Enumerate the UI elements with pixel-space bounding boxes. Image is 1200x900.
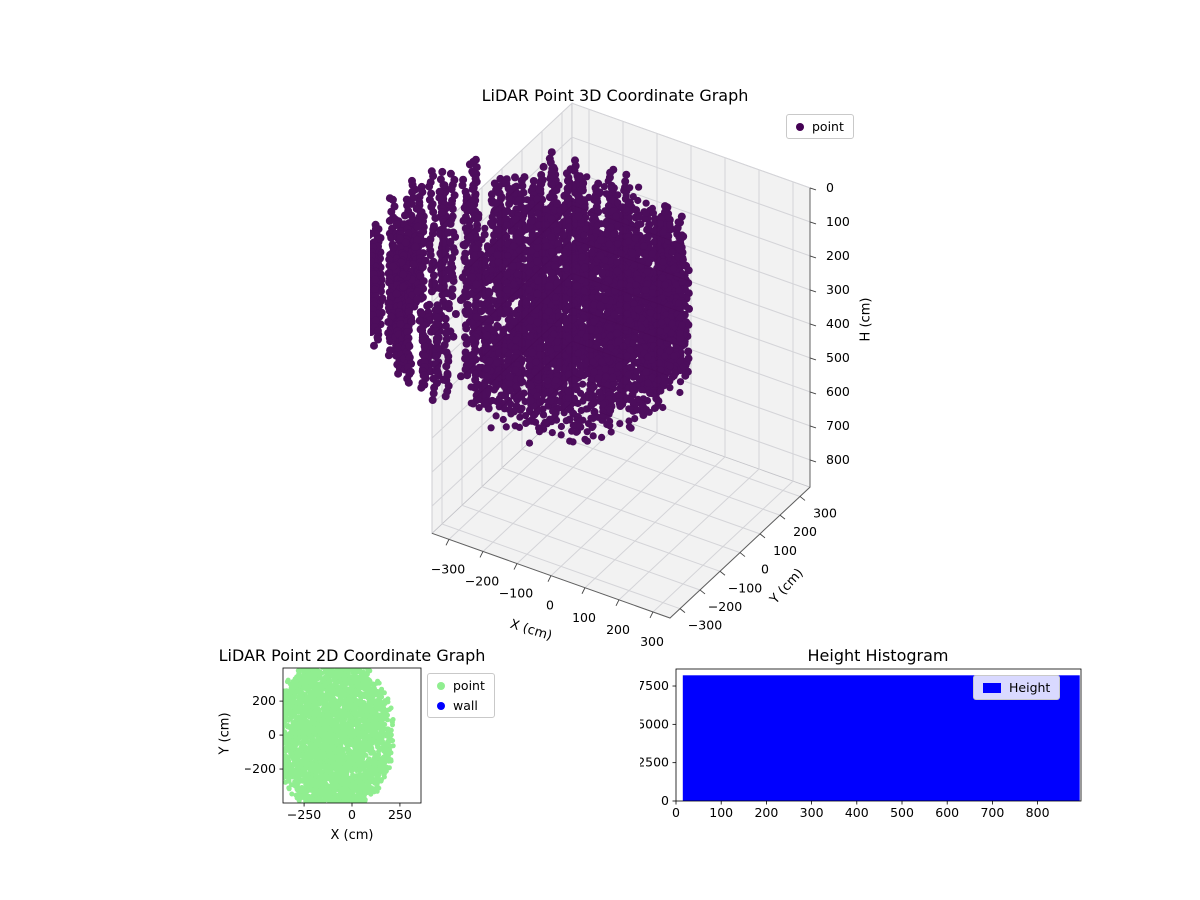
svg-text:200: 200 — [826, 248, 850, 263]
plot2d-legend: point wall — [427, 673, 495, 718]
legend-entry-point: point — [796, 119, 844, 134]
svg-text:−200: −200 — [465, 573, 499, 588]
histogram-title: Height Histogram — [807, 646, 949, 665]
svg-text:500: 500 — [826, 350, 850, 365]
legend-entry-wall: wall — [437, 698, 485, 713]
svg-text:100: 100 — [572, 610, 596, 625]
plot3d-ticks — [445, 187, 817, 619]
histogram-ticks — [672, 685, 1039, 805]
svg-text:−300: −300 — [431, 561, 465, 576]
point-marker-icon — [796, 122, 804, 131]
svg-text:800: 800 — [826, 452, 850, 467]
legend-entry-label: wall — [453, 698, 478, 713]
histogram-spines — [675, 668, 1082, 802]
svg-text:600: 600 — [826, 384, 850, 399]
svg-text:0: 0 — [546, 598, 554, 613]
plot3d-legend: point — [786, 114, 854, 139]
wall-marker-icon — [437, 701, 445, 710]
svg-text:700: 700 — [826, 418, 850, 433]
svg-text:−300: −300 — [688, 618, 722, 633]
plot2d-ticks — [279, 700, 401, 807]
plot2d-yaxis-label: Y (cm) — [217, 712, 233, 755]
legend-entry-label: Height — [1009, 680, 1051, 695]
legend-entry-point: point — [437, 678, 485, 693]
legend-entry-height: Height — [983, 680, 1050, 695]
svg-text:0: 0 — [761, 562, 769, 577]
plot3d-zaxis-label: H (cm) — [858, 297, 874, 342]
svg-text:300: 300 — [640, 634, 664, 649]
svg-text:100: 100 — [773, 543, 797, 558]
histogram-legend: Height — [973, 675, 1061, 700]
svg-text:200: 200 — [793, 524, 817, 539]
plot3d-canvas: −300−200−1000100200300−300−200−100010020… — [370, 102, 850, 649]
svg-text:100: 100 — [826, 214, 850, 229]
svg-text:300: 300 — [826, 282, 850, 297]
svg-text:300: 300 — [813, 505, 837, 520]
legend-entry-label: point — [453, 678, 485, 693]
svg-text:−100: −100 — [728, 580, 762, 595]
svg-text:−100: −100 — [499, 586, 533, 601]
plot3d-points — [370, 148, 693, 447]
svg-text:400: 400 — [826, 316, 850, 331]
plot3d-tick-labels: −300−200−1000100200300−300−200−100010020… — [431, 180, 850, 649]
plot3d-title: LiDAR Point 3D Coordinate Graph — [481, 86, 749, 105]
plot2d-points — [283, 668, 396, 803]
legend-entry-label: point — [812, 119, 844, 134]
height-patch-icon — [983, 682, 1001, 693]
plot2d-title: LiDAR Point 2D Coordinate Graph — [218, 646, 486, 665]
svg-text:−200: −200 — [708, 599, 742, 614]
svg-text:200: 200 — [606, 622, 630, 637]
svg-text:0: 0 — [826, 180, 834, 195]
point-marker-icon — [437, 681, 445, 690]
plot2d-xaxis-label: X (cm) — [330, 828, 374, 843]
